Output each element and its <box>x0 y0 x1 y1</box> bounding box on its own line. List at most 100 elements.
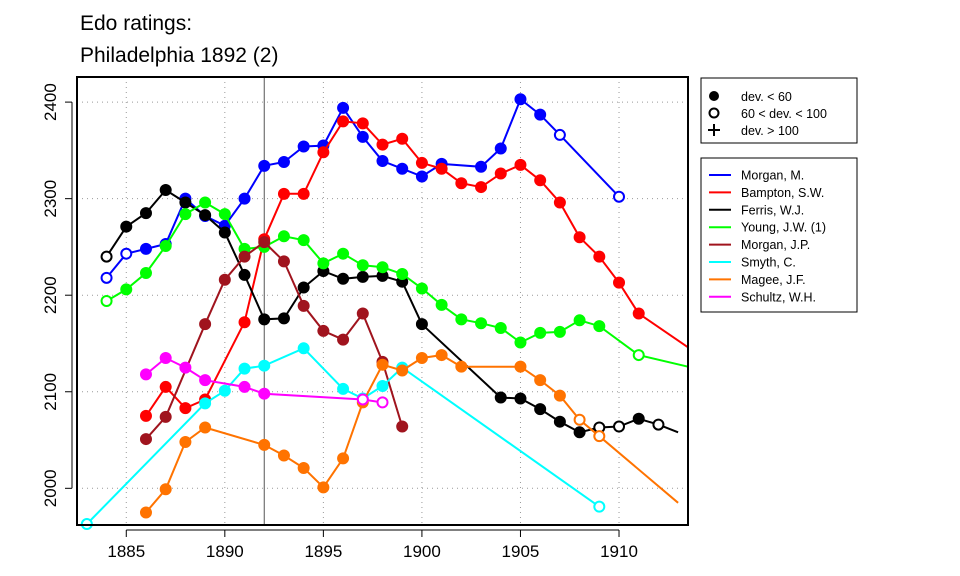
data-point <box>455 177 468 190</box>
data-point <box>317 324 330 337</box>
x-tick-label: 1910 <box>600 542 638 561</box>
data-point <box>514 392 527 405</box>
data-point <box>573 426 586 439</box>
data-point <box>258 438 271 451</box>
plot-frame <box>76 76 689 526</box>
data-point <box>435 349 448 362</box>
series-legend-label: Ferris, W.J. <box>741 203 804 217</box>
series-legend-item: Magee, J.F. <box>709 273 806 287</box>
data-point-open <box>100 271 113 284</box>
data-point-open <box>376 396 389 409</box>
data-point <box>159 239 172 252</box>
y-tick-label: 2300 <box>41 180 60 218</box>
data-point <box>396 132 409 145</box>
series-legend-label: Smyth, C. <box>741 256 796 270</box>
data-point <box>218 384 231 397</box>
data-point <box>199 397 212 410</box>
series-legend-label: Morgan, J.P. <box>741 238 810 252</box>
data-point <box>337 115 350 128</box>
data-point <box>277 187 290 200</box>
data-point <box>573 231 586 244</box>
data-point <box>258 159 271 172</box>
data-point <box>475 160 488 173</box>
data-point <box>435 162 448 175</box>
series-legend-item: Bampton, S.W. <box>709 186 824 200</box>
data-point <box>238 268 251 281</box>
data-point <box>553 389 566 402</box>
data-point <box>238 316 251 329</box>
data-point <box>120 283 133 296</box>
data-point <box>475 317 488 330</box>
data-point <box>534 374 547 387</box>
data-point <box>593 250 606 263</box>
data-point-open <box>593 430 606 443</box>
data-point <box>139 242 152 255</box>
data-point <box>297 299 310 312</box>
series-legend-item: Smyth, C. <box>709 256 796 270</box>
data-point <box>277 312 290 325</box>
series-6 <box>139 349 679 519</box>
x-axis: 1885 1890 1895 1900 1905 1910 <box>107 529 638 561</box>
series-legend-label: Magee, J.F. <box>741 273 806 287</box>
data-point <box>553 325 566 338</box>
series-legend-item: Schultz, W.H. <box>709 290 816 304</box>
data-point <box>199 374 212 387</box>
y-tick-label: 2100 <box>41 373 60 411</box>
data-point <box>415 170 428 183</box>
series-4 <box>139 236 409 446</box>
data-point <box>514 336 527 349</box>
data-point <box>613 276 626 289</box>
data-point <box>376 261 389 274</box>
data-point <box>356 117 369 130</box>
data-point <box>356 270 369 283</box>
data-point <box>258 387 271 400</box>
data-point <box>396 162 409 175</box>
data-point <box>238 250 251 263</box>
data-point <box>475 181 488 194</box>
data-point <box>573 314 586 327</box>
data-point <box>376 379 389 392</box>
data-point <box>415 156 428 169</box>
data-point <box>199 421 212 434</box>
data-point <box>159 483 172 496</box>
series-line <box>86 347 600 525</box>
x-tick-label: 1905 <box>502 542 540 561</box>
data-point <box>337 247 350 260</box>
series-3 <box>100 196 689 368</box>
data-point <box>199 318 212 331</box>
marker-legend-label: 60 < dev. < 100 <box>741 107 827 121</box>
x-tick-label: 1885 <box>107 542 145 561</box>
data-point <box>120 220 133 233</box>
series-legend-box <box>700 157 858 313</box>
data-point <box>514 360 527 373</box>
data-point <box>159 183 172 196</box>
data-point <box>514 158 527 171</box>
series-legend-item: Morgan, J.P. <box>709 238 810 252</box>
data-point <box>258 359 271 372</box>
data-point <box>297 281 310 294</box>
data-point <box>494 391 507 404</box>
marker-legend-label: dev. < 60 <box>741 90 792 104</box>
chart-subtitle: Philadelphia 1892 (2) <box>80 44 278 67</box>
y-axis: 2000 2100 2200 2300 2400 <box>41 83 73 507</box>
data-point-open <box>100 250 113 263</box>
data-point <box>376 358 389 371</box>
data-point <box>435 298 448 311</box>
data-point-open <box>613 190 626 203</box>
data-point <box>376 138 389 151</box>
series-legend-label: Schultz, W.H. <box>741 290 816 304</box>
data-point <box>297 342 310 355</box>
data-point <box>218 273 231 286</box>
x-tick-label: 1900 <box>403 542 441 561</box>
marker-legend: dev. < 60 60 < dev. < 100 dev. > 100 <box>700 77 858 144</box>
data-point <box>415 282 428 295</box>
data-point <box>534 403 547 416</box>
data-point <box>337 272 350 285</box>
series-legend-item: Morgan, M. <box>709 169 804 183</box>
data-point <box>258 313 271 326</box>
data-point <box>297 234 310 247</box>
data-point <box>455 313 468 326</box>
data-point <box>337 452 350 465</box>
data-point <box>139 506 152 519</box>
series-7 <box>139 351 389 409</box>
